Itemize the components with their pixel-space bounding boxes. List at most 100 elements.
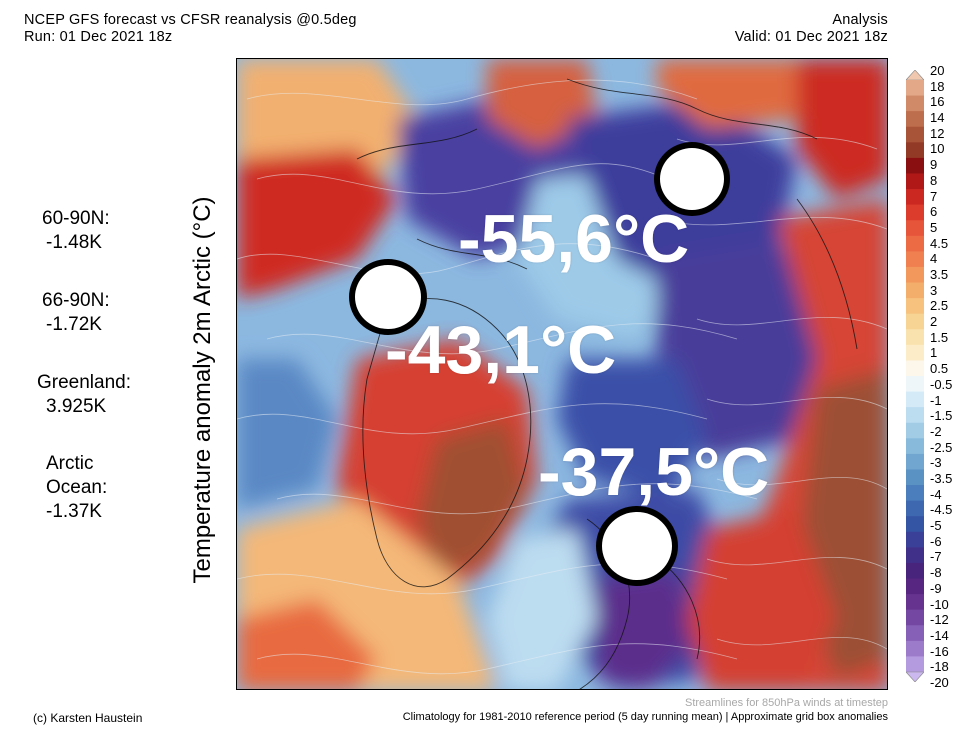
colorbar-tick-label: 2.5 (930, 298, 949, 314)
colorbar-segment (906, 531, 924, 548)
header-left: NCEP GFS forecast vs CFSR reanalysis @0.… (24, 12, 357, 46)
analysis-label: Analysis (832, 12, 888, 28)
colorbar-segment (906, 422, 924, 439)
colorbar-tick-label: 8 (930, 172, 938, 188)
colorbar-tick-label: -8 (930, 565, 942, 581)
annotation-temp-1: -55,6°C (458, 201, 690, 277)
marker-circle-2 (349, 259, 427, 335)
colorbar-segment (906, 500, 924, 517)
colorbar-segment (906, 80, 924, 97)
colorbar-tick-label: 4.5 (930, 235, 949, 251)
colorbar-tick-label: 0.5 (930, 361, 949, 377)
colorbar-tick-label: 20 (930, 63, 945, 78)
stat-66-90n: 66-90N: -1.72K (42, 289, 110, 337)
colorbar-tick-label: -16 (930, 643, 949, 659)
colorbar-segment (906, 453, 924, 470)
stat-label: Greenland: (37, 372, 132, 393)
colorbar-segment (906, 220, 924, 237)
colorbar-segment (906, 157, 924, 174)
colorbar-segment (906, 609, 924, 626)
colorbar-tick-label: 12 (930, 125, 945, 141)
colorbar-segment (906, 438, 924, 455)
colorbar-tick-label: -12 (930, 612, 949, 628)
colorbar-segment (906, 485, 924, 502)
colorbar-segment (906, 360, 924, 377)
colorbar-tick-label: -9 (930, 580, 942, 596)
marker-circle-3 (596, 506, 678, 586)
colorbar-tick-label: 18 (930, 78, 945, 94)
colorbar-segment (906, 235, 924, 252)
colorbar-segment (906, 594, 924, 611)
stat-label: Arctic (46, 453, 94, 474)
stat-greenland: Greenland: 3.925K (37, 371, 131, 419)
colorbar-tick-label: 14 (930, 110, 945, 126)
colorbar-tick-label: 9 (930, 157, 938, 173)
colorbar-tick-label: -2.5 (930, 439, 953, 455)
map-graphic (237, 59, 887, 689)
stat-label: 66-90N: (42, 290, 110, 311)
colorbar-tick-label: -0.5 (930, 376, 953, 392)
colorbar (906, 70, 924, 682)
climatology-note: Climatology for 1981-2010 reference peri… (402, 711, 888, 723)
colorbar-tick-label: -4 (930, 486, 942, 502)
colorbar-segment (906, 204, 924, 221)
colorbar-tick-label: 2 (930, 314, 938, 330)
colorbar-segment (906, 266, 924, 284)
colorbar-tick-label: 7 (930, 188, 938, 204)
colorbar-segment (906, 344, 924, 361)
annotation-temp-2: -43,1°C (385, 312, 617, 388)
colorbar-segment (906, 391, 924, 408)
colorbar-segment (906, 640, 924, 657)
colorbar-segment (906, 407, 924, 424)
colorbar-segment (906, 656, 924, 673)
colorbar-tick-label: -4.5 (930, 502, 953, 518)
colorbar-tick-label: -20 (930, 675, 949, 690)
colorbar-segment (906, 298, 924, 315)
colorbar-tick-label: -6 (930, 533, 942, 549)
colorbar-tick-label: -14 (930, 627, 949, 643)
credit: (c) Karsten Haustein (33, 711, 143, 725)
stat-label-2: Ocean: (46, 477, 108, 498)
colorbar-segment (906, 95, 924, 112)
colorbar-segment (906, 313, 924, 330)
stat-label: 60-90N: (42, 208, 110, 229)
colorbar-tick-label: -7 (930, 549, 942, 565)
colorbar-segment (906, 469, 924, 486)
colorbar-tick-label: -2 (930, 423, 942, 439)
anomaly-field (237, 59, 887, 689)
colorbar-segment (906, 189, 924, 206)
anomaly-map (236, 58, 888, 690)
colorbar-tick-label: 1.5 (930, 329, 949, 345)
streamlines-note: Streamlines for 850hPa winds at timestep (685, 697, 888, 709)
colorbar-bottom-arrow (906, 671, 924, 682)
colorbar-segment (906, 251, 924, 268)
stat-value: -1.37K (46, 501, 102, 522)
colorbar-tick-label: -3.5 (930, 471, 953, 486)
colorbar-tick-label: 1 (930, 345, 938, 361)
colorbar-segment (906, 516, 924, 533)
colorbar-tick-label: -5 (930, 518, 942, 534)
colorbar-tick-label: 3.5 (930, 267, 949, 282)
colorbar-segment (906, 111, 924, 128)
stat-value: -1.72K (46, 314, 102, 335)
chart-title: NCEP GFS forecast vs CFSR reanalysis @0.… (24, 12, 357, 28)
colorbar-tick-label: 5 (930, 219, 938, 235)
wind-streamlines (237, 79, 887, 675)
colorbar-top-arrow (906, 70, 924, 81)
colorbar-tick-label: -10 (930, 596, 949, 612)
colorbar-tick-label: -1 (930, 392, 942, 408)
run-time: Run: 01 Dec 2021 18z (24, 29, 173, 45)
colorbar-tick-label: 6 (930, 204, 938, 220)
valid-time: Valid: 01 Dec 2021 18z (734, 29, 888, 45)
colorbar-tick-label: 10 (930, 141, 945, 157)
colorbar-tick-label: 16 (930, 94, 945, 110)
colorbar-segment (906, 126, 924, 143)
header-right: Analysis Valid: 01 Dec 2021 18z (735, 12, 888, 46)
colorbar-segment (906, 625, 924, 642)
colorbar-segment (906, 173, 924, 190)
colorbar-tick-label: 3 (930, 282, 938, 298)
colorbar-segment (906, 578, 924, 595)
stat-60-90n: 60-90N: -1.48K (42, 207, 110, 255)
stat-arctic-ocean: Arctic Ocean: -1.37K (46, 452, 107, 524)
stat-value: 3.925K (46, 396, 107, 417)
